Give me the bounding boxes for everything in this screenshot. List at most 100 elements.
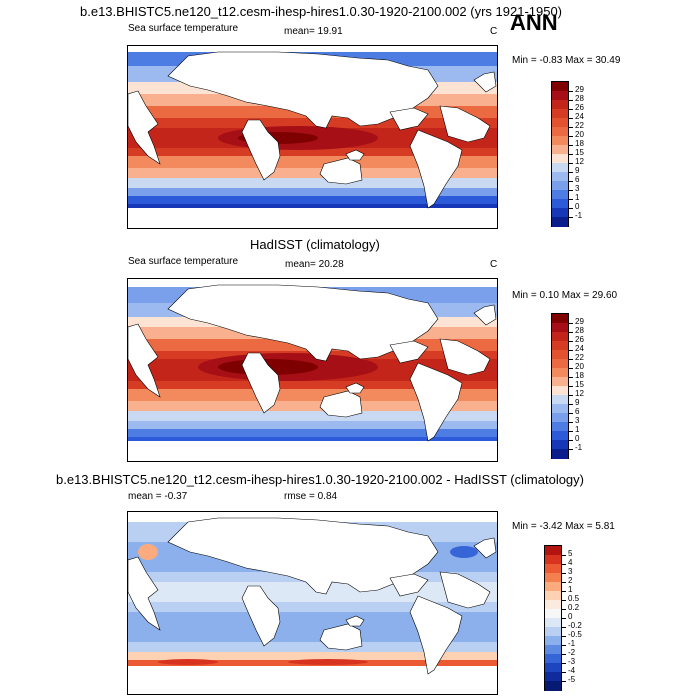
panel3-colorbar-tick-label: 2 <box>568 576 573 585</box>
panel2-colorbar-tick <box>568 368 573 369</box>
panel2-colorbar-swatch <box>552 422 568 432</box>
panel2-colorbar-swatch <box>552 404 568 414</box>
panel1-colorbar-tick <box>568 217 573 218</box>
panel1-colorbar-swatch <box>552 163 568 173</box>
sst-obs-map-svg <box>128 279 497 461</box>
panel1-map <box>127 45 498 229</box>
panel1-colorbar-swatch <box>552 118 568 128</box>
panel3-colorbar-tick-label: -5 <box>568 675 576 684</box>
panel1-colorbar <box>551 81 573 227</box>
panel1-colorbar-tick-label: 3 <box>575 184 580 193</box>
panel3-colorbar-swatch <box>545 600 561 610</box>
panel1-colorbar-swatch <box>552 109 568 119</box>
panel1-colorbar-swatch <box>552 217 568 227</box>
panel3-colorbar-tick-label: -0.5 <box>568 630 582 639</box>
panel1-colorbar-tick <box>568 154 573 155</box>
panel1-colorbar-tick <box>568 118 573 119</box>
panel2-colorbar-tick <box>568 422 573 423</box>
panel1-colorbar-swatch <box>552 127 568 137</box>
panel3-colorbar-swatch <box>545 681 561 691</box>
panel3-colorbar-swatch <box>545 573 561 583</box>
panel3-colorbar <box>544 545 566 691</box>
panel3-colorbar-tick <box>561 564 566 565</box>
panel3-colorbar-tick-label: 5 <box>568 549 573 558</box>
panel3-colorbar-tick <box>561 573 566 574</box>
panel1-colorbar-tick <box>568 181 573 182</box>
panel2-variable-label: Sea surface temperature <box>128 256 239 267</box>
panel3-colorbar-tick <box>561 645 566 646</box>
panel2-colorbar-tick-label: 20 <box>575 362 584 371</box>
panel2-colorbar-tick <box>568 359 573 360</box>
panel2-minmax: Min = 0.10 Max = 29.60 <box>512 290 618 301</box>
panel2-colorbar-tick-label: 26 <box>575 335 584 344</box>
panel2-colorbar-tick <box>568 449 573 450</box>
panel1-colorbar-swatch <box>552 199 568 209</box>
panel3-rmse: rmse = 0.84 <box>284 491 338 502</box>
panel1-colorbar-tick <box>568 199 573 200</box>
panel3-colorbar-swatch <box>545 627 561 637</box>
panel1-colorbar-tick <box>568 172 573 173</box>
panel2-colorbar-swatch <box>552 359 568 369</box>
panel2-colorbar-swatch <box>552 368 568 378</box>
panel3-colorbar-swatch <box>545 663 561 673</box>
panel3-colorbar-swatch <box>545 654 561 664</box>
panel3-colorbar-tick-label: 0.5 <box>568 594 580 603</box>
panel1-colorbar-tick <box>568 208 573 209</box>
panel1-colorbar-swatch <box>552 172 568 182</box>
panel3-colorbar-tick <box>561 600 566 601</box>
panel2-units: C <box>490 259 498 270</box>
panel2-colorbar-tick-label: 18 <box>575 371 584 380</box>
panel3-colorbar-tick <box>561 555 566 556</box>
panel1-colorbar-tick-label: 22 <box>575 121 584 130</box>
panel3-colorbar-tick-label: 4 <box>568 558 573 567</box>
panel1-colorbar-swatch <box>552 136 568 146</box>
panel1-colorbar-swatch <box>552 154 568 164</box>
panel2-colorbar-tick-label: 24 <box>575 344 584 353</box>
panel3-colorbar-swatch <box>545 546 561 556</box>
panel3-colorbar-tick-label: -3 <box>568 657 576 666</box>
panel3-colorbar-tick <box>561 672 566 673</box>
panel2-colorbar-tick <box>568 332 573 333</box>
panel1-colorbar-tick-label: 0 <box>575 202 580 211</box>
panel2-colorbar-swatch <box>552 323 568 333</box>
panel3-colorbar-tick <box>561 582 566 583</box>
panel3-mean: mean = -0.37 <box>128 491 188 502</box>
panel1-colorbar-tick <box>568 163 573 164</box>
panel2-colorbar-swatch <box>552 440 568 450</box>
panel3-colorbar-swatch <box>545 555 561 565</box>
panel1-colorbar-tick-label: 20 <box>575 130 584 139</box>
panel2-colorbar-swatch <box>552 413 568 423</box>
panel2-colorbar-tick-label: 0 <box>575 434 580 443</box>
panel1-colorbar-tick <box>568 136 573 137</box>
panel3-colorbar-swatch <box>545 582 561 592</box>
panel3-colorbar-tick-label: -2 <box>568 648 576 657</box>
panel3-colorbar-tick-label: -4 <box>568 666 576 675</box>
panel1-colorbar-tick <box>568 145 573 146</box>
panel1-colorbar-tick-label: 18 <box>575 139 584 148</box>
panel3-colorbar-tick <box>561 681 566 682</box>
panel1-colorbar-tick-label: 24 <box>575 112 584 121</box>
panel1-variable-label: Sea surface temperature <box>128 23 239 34</box>
panel2-colorbar-tick <box>568 323 573 324</box>
panel3-colorbar-tick-label: 0 <box>568 612 573 621</box>
panel2-colorbar-tick-label: 1 <box>575 425 580 434</box>
sst-diff-map-svg <box>128 512 497 694</box>
panel2-colorbar-tick <box>568 404 573 405</box>
panel2-colorbar-swatch <box>552 431 568 441</box>
panel3-colorbar-tick-label: 0.2 <box>568 603 580 612</box>
panel2-colorbar-tick <box>568 395 573 396</box>
panel1-units: C <box>490 26 498 37</box>
panel3-colorbar-swatch <box>545 564 561 574</box>
panel1-colorbar-swatch <box>552 190 568 200</box>
panel2-colorbar-tick-label: 28 <box>575 326 584 335</box>
panel1-colorbar-tick-label: 29 <box>575 85 584 94</box>
panel2-colorbar-tick <box>568 341 573 342</box>
panel3-colorbar-tick <box>561 609 566 610</box>
panel3-colorbar-tick-label: 3 <box>568 567 573 576</box>
panel2-colorbar-tick <box>568 386 573 387</box>
panel2-colorbar-tick <box>568 431 573 432</box>
panel2-colorbar-swatch <box>552 386 568 396</box>
panel2-mean: mean= 20.28 <box>285 259 344 270</box>
panel1-colorbar-tick-label: -1 <box>575 211 583 220</box>
panel2-colorbar-swatch <box>552 377 568 387</box>
